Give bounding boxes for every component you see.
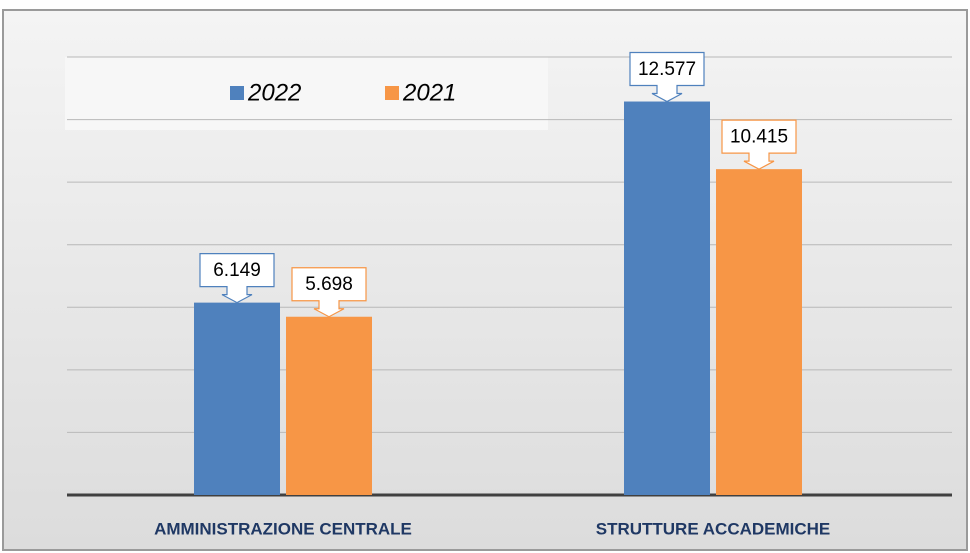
bar xyxy=(286,316,372,495)
x-tick-label: AMMINISTRAZIONE CENTRALE xyxy=(154,519,412,538)
legend-box xyxy=(65,57,548,130)
legend-label: 2022 xyxy=(247,79,301,106)
callout xyxy=(721,119,797,170)
callout xyxy=(291,267,367,318)
value-label: 5.698 xyxy=(305,274,353,295)
value-label: 10.415 xyxy=(730,127,788,148)
value-label: 12.577 xyxy=(638,59,696,80)
legend-swatch xyxy=(385,86,399,100)
bar xyxy=(624,101,710,496)
legend-swatch xyxy=(230,86,244,100)
value-label: 6.149 xyxy=(213,260,261,281)
legend-label: 2021 xyxy=(402,79,456,106)
bar xyxy=(194,302,280,495)
callout xyxy=(629,51,705,103)
x-tick-label: STRUTTURE ACCADEMICHE xyxy=(596,519,831,538)
callout xyxy=(199,253,275,304)
bar xyxy=(716,169,802,495)
